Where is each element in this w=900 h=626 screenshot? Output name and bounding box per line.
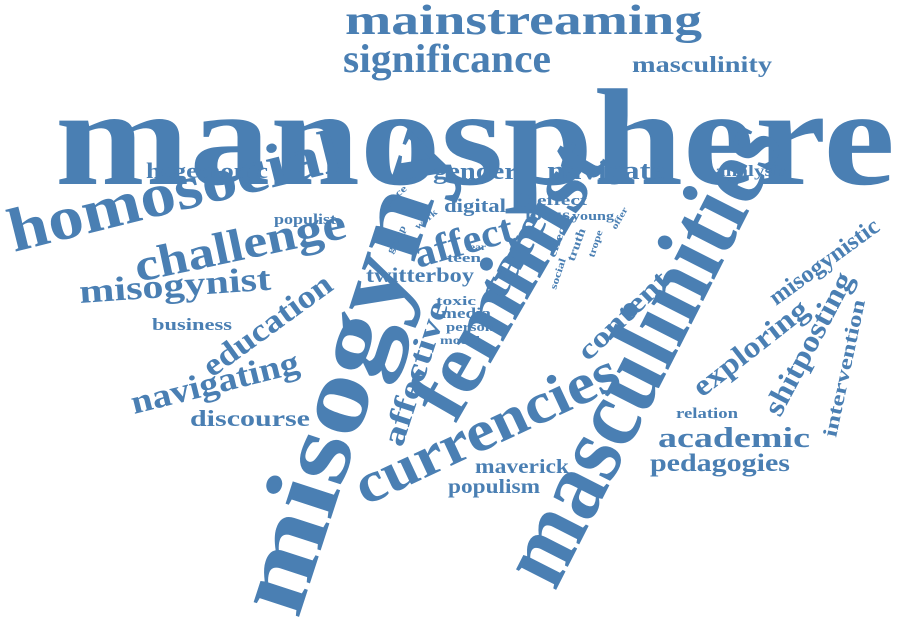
word-focus: focus	[525, 207, 570, 224]
word-digital: digital	[444, 196, 506, 217]
word-misogynist: misogynist	[78, 261, 273, 311]
word-effect: effect	[537, 193, 587, 209]
word-business: business	[152, 315, 233, 334]
word-pedagogies: pedagogies	[650, 450, 790, 477]
word-toxic: toxic	[436, 293, 476, 308]
word-analysis: analysis	[715, 163, 787, 180]
word-navigate: navigate	[547, 156, 665, 185]
word-mainstreaming: mainstreaming	[345, 0, 702, 44]
word-populist: populist	[274, 212, 336, 228]
word-media: media	[441, 306, 492, 322]
word-trope: trope	[586, 228, 605, 259]
word-maverick: maverick	[475, 456, 570, 478]
word-manosphere: manosphere	[55, 61, 895, 214]
word-relation: relation	[676, 406, 739, 422]
word-academic: academic	[658, 423, 810, 454]
word-young: young	[572, 208, 615, 223]
word-teen: teen	[447, 250, 482, 265]
word-populism: populism	[448, 476, 540, 498]
word-hegemonic: hegemonic	[146, 158, 268, 183]
word-person: person	[446, 319, 495, 334]
word-gender: gender	[433, 159, 517, 185]
word-significance: significance	[343, 36, 551, 81]
word-masculinity: masculinity	[632, 52, 773, 77]
word-discourse: discourse	[190, 406, 310, 431]
word-fear: fear	[466, 242, 486, 252]
word-model: model	[440, 333, 481, 347]
word-twitterboy: twitterboy	[366, 263, 475, 287]
